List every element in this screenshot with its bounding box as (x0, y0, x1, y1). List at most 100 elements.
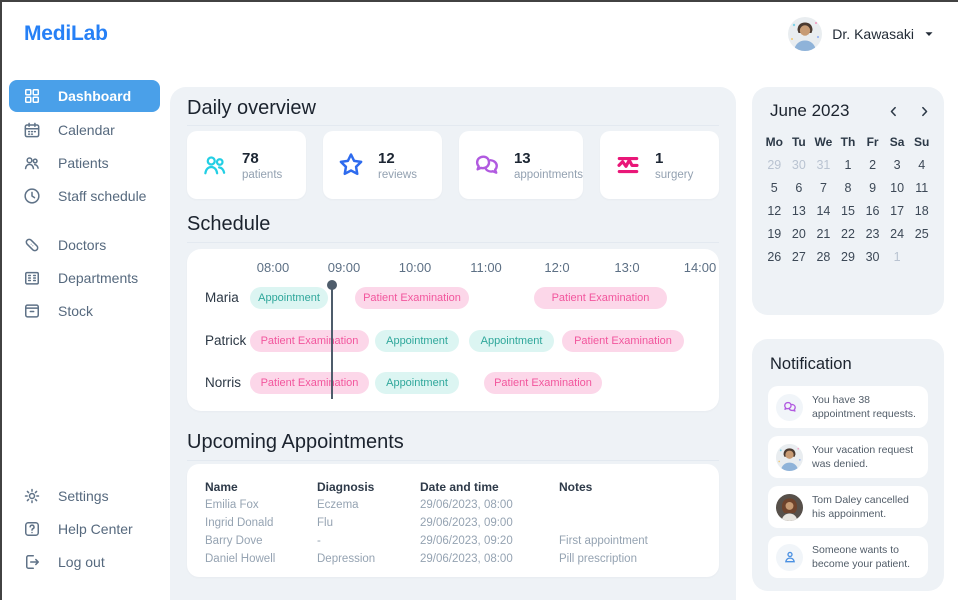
notification-text: Someone wants to become your patient. (812, 543, 911, 570)
table-row[interactable]: Emilia Fox Eczema 29/06/2023, 08:00 (205, 496, 719, 514)
column-header: Name (205, 480, 238, 494)
table-cell: Barry Dove (205, 535, 263, 547)
calendar-next-button[interactable] (919, 106, 930, 117)
clock-icon (22, 186, 42, 206)
star-icon (336, 150, 366, 180)
sidebar-item-settings[interactable]: Settings (9, 481, 160, 511)
notification-panel: Notification You have 38 appointment req… (752, 339, 944, 591)
column-header: Diagnosis (317, 480, 375, 494)
time-label: 10:00 (398, 260, 432, 275)
calendar-day[interactable]: 26 (767, 250, 782, 264)
table-cell: Ingrid Donald (205, 517, 274, 529)
table-cell: Pill prescription (559, 553, 637, 565)
calendar-day[interactable]: 14 (816, 204, 831, 218)
calendar-day[interactable]: 9 (869, 181, 877, 195)
calendar-day[interactable]: 12 (767, 204, 782, 218)
calendar-day[interactable]: 7 (819, 181, 827, 195)
calendar-day[interactable]: 30 (791, 158, 806, 172)
calendar-day[interactable]: 16 (865, 204, 880, 218)
calendar-day[interactable]: 27 (791, 250, 806, 264)
weekday-label: Sa (889, 135, 905, 149)
schedule-event-chip[interactable]: Patient Examination (484, 372, 602, 394)
calendar-day[interactable]: 29 (767, 158, 782, 172)
time-label: 13:0 (614, 260, 640, 275)
time-label: 11:00 (470, 260, 502, 275)
notification-item[interactable]: You have 38 appointment requests. (768, 386, 928, 428)
schedule-event-chip[interactable]: Patient Examination (250, 372, 369, 394)
schedule-row-name: Patrick (205, 333, 247, 348)
schedule-event-chip[interactable]: Patient Examination (355, 287, 469, 309)
time-label: 14:00 (683, 260, 717, 275)
calendar-day[interactable]: 10 (890, 181, 905, 195)
schedule-event-chip[interactable]: Patient Examination (250, 330, 369, 352)
calendar-day[interactable]: 2 (869, 158, 877, 172)
sidebar-item-staff-schedule[interactable]: Staff schedule (9, 181, 160, 211)
calendar-day[interactable]: 6 (795, 181, 803, 195)
calendar-day[interactable]: 13 (791, 204, 806, 218)
calendar-day[interactable]: 8 (844, 181, 852, 195)
schedule-row-name: Maria (205, 290, 239, 305)
notification-item[interactable]: Your vacation request was denied. (768, 436, 928, 478)
sidebar-item-label: Calendar (58, 122, 115, 138)
calendar-day[interactable]: 24 (890, 227, 905, 241)
calendar-day[interactable]: 1 (893, 250, 901, 264)
sidebar-item-label: Patients (58, 155, 109, 171)
mini-calendar: June 2023 Mo Tu We Th Fr Sa Su 29 30 31 1 2 3 4 5 6 7 8 9 1… (752, 87, 944, 315)
table-row[interactable]: Daniel Howell Depression 29/06/2023, 08:00… (205, 550, 719, 568)
pulse-icon (613, 150, 643, 180)
calendar-day[interactable]: 11 (915, 181, 929, 195)
table-row[interactable]: Ingrid Donald Flu 29/06/2023, 09:00 (205, 514, 719, 532)
divider (187, 242, 719, 243)
calendar-day[interactable]: 4 (918, 158, 926, 172)
sidebar-item-log-out[interactable]: Log out (9, 547, 160, 577)
calendar-day[interactable]: 22 (841, 227, 855, 241)
calendar-day[interactable]: 1 (844, 158, 852, 172)
table-cell: Flu (317, 517, 333, 529)
calendar-day[interactable]: 20 (791, 227, 806, 241)
schedule-event-chip[interactable]: Appointment (375, 330, 459, 352)
notification-item[interactable]: Tom Daley cancelled his appoinment. (768, 486, 928, 528)
calendar-day[interactable]: 3 (893, 158, 901, 172)
dashboard-grid-icon (22, 86, 42, 106)
calendar-day[interactable]: 19 (767, 227, 782, 241)
calendar-day[interactable]: 29 (841, 250, 855, 264)
sidebar-item-label: Dashboard (58, 88, 132, 104)
notification-item[interactable]: Someone wants to become your patient. (768, 536, 928, 578)
schedule-event-chip[interactable]: Appointment (375, 372, 459, 394)
sidebar-item-label: Staff schedule (58, 188, 147, 204)
calendar-day[interactable]: 18 (914, 204, 929, 218)
sidebar-item-dashboard[interactable]: Dashboard (9, 80, 160, 112)
notification-text: Your vacation request was denied. (812, 443, 914, 470)
weekday-label: Su (914, 135, 930, 149)
stat-card-surgery: 1 surgery (600, 131, 719, 199)
calendar-day[interactable]: 17 (890, 204, 905, 218)
sidebar-item-calendar[interactable]: Calendar (9, 115, 160, 145)
schedule-event-chip[interactable]: Appointment (469, 330, 554, 352)
sidebar-item-patients[interactable]: Patients (9, 148, 160, 178)
table-cell: 29/06/2023, 08:00 (420, 499, 513, 511)
user-menu[interactable]: Dr. Kawasaki (788, 17, 934, 51)
calendar-day[interactable]: 28 (816, 250, 831, 264)
sidebar-item-help-center[interactable]: Help Center (9, 514, 160, 544)
schedule-card: 08:00 09:00 10:00 11:00 12:0 13:0 14:00 Maria Ap… (187, 249, 719, 411)
calendar-day[interactable]: 15 (841, 204, 855, 218)
calendar-day[interactable]: 31 (816, 158, 831, 172)
schedule-event-chip[interactable]: Patient Examination (534, 287, 667, 309)
table-row[interactable]: Barry Dove - 29/06/2023, 09:20 First appoin… (205, 532, 719, 550)
schedule-event-chip[interactable]: Patient Examination (562, 330, 684, 352)
sidebar-item-stock[interactable]: Stock (9, 296, 160, 326)
calendar-day[interactable]: 30 (865, 250, 880, 264)
calendar-prev-button[interactable] (888, 106, 899, 117)
stat-value: 1 (655, 149, 664, 167)
calendar-day[interactable]: 23 (865, 227, 880, 241)
calendar-day[interactable]: 21 (816, 227, 831, 241)
table-cell: First appointment (559, 535, 648, 547)
current-time-dot (327, 280, 337, 290)
calendar-day[interactable]: 5 (770, 181, 778, 195)
schedule-event-chip[interactable]: Appointment (250, 287, 328, 309)
time-label: 12:0 (544, 260, 570, 275)
sidebar-item-departments[interactable]: Departments (9, 263, 160, 293)
sidebar-item-doctors[interactable]: Doctors (9, 230, 160, 260)
weekday-label: Th (840, 135, 856, 149)
calendar-day[interactable]: 25 (914, 227, 929, 241)
